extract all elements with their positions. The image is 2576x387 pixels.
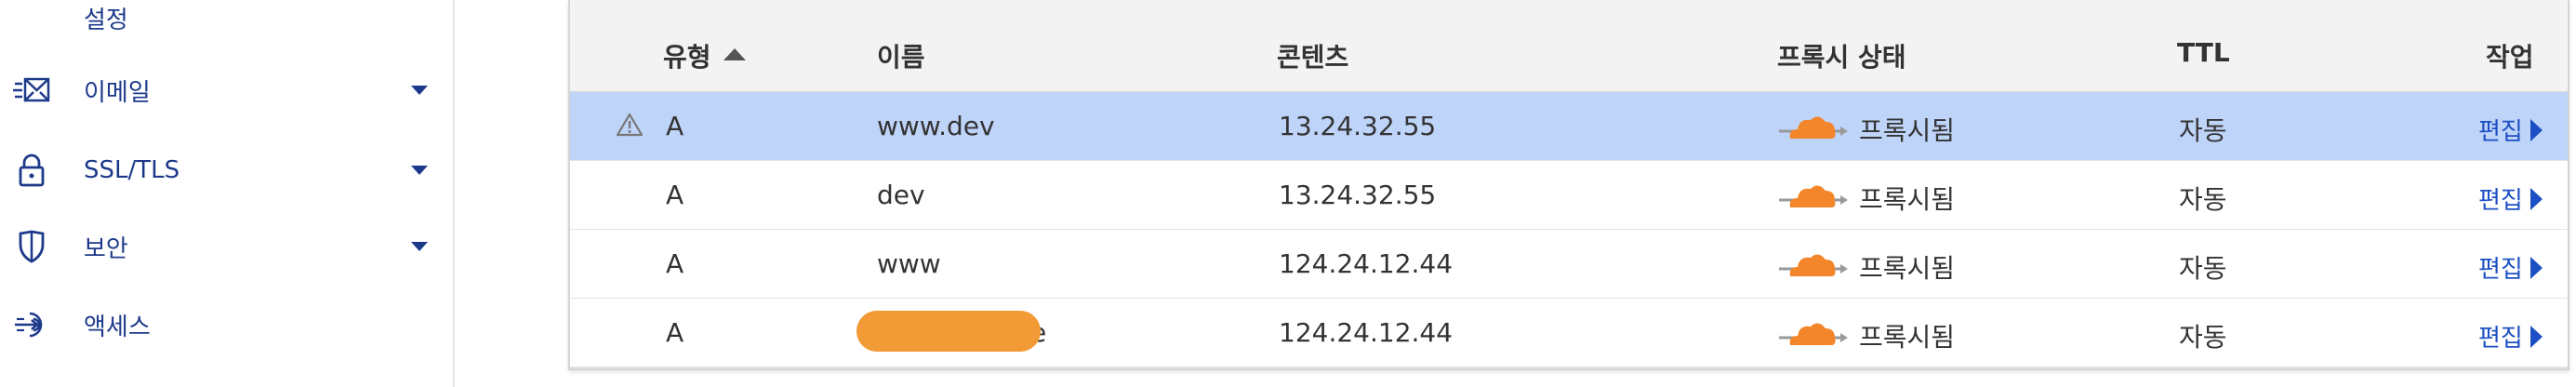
sidebar-item-label: 설정 [84,6,128,34]
table-row[interactable]: A www 124.24.12.44 프록시됨 자동 편집 [570,230,2568,300]
chevron-right-icon [2530,256,2543,279]
record-content: 124.24.12.44 [1279,248,1454,279]
redaction-mark [856,311,1041,352]
edit-label: 편집 [2478,256,2523,284]
record-content: 13.24.32.55 [1279,111,1437,141]
record-type: A [666,180,684,210]
edit-label: 편집 [2478,187,2523,215]
chevron-down-icon[interactable] [411,166,428,175]
sidebar-item-settings[interactable]: 설정 [0,0,453,50]
sidebar-item-access[interactable]: 액세스 [0,292,453,357]
chevron-right-icon [2530,325,2543,348]
record-name: www.dev [877,111,995,141]
column-header-name[interactable]: 이름 [877,42,925,73]
edit-record-button[interactable]: 편집 [2478,113,2543,147]
chevron-down-icon[interactable] [411,242,428,251]
column-header-content[interactable]: 콘텐츠 [1277,42,1349,73]
email-icon [13,72,50,109]
column-header-action: 작업 [2486,42,2534,73]
sidebar-item-label: 액세스 [84,313,151,341]
record-content: 13.24.32.55 [1279,180,1437,210]
table-header: 유형 이름 콘텐츠 프록시 상태 TTL 작업 [570,17,2568,93]
main-content: 유형 이름 콘텐츠 프록시 상태 TTL 작업 A www.dev 13.24.… [455,0,2576,387]
table-toolbar-strip [570,0,2568,17]
record-ttl: 자동 [2179,322,2227,353]
column-header-type[interactable]: 유형 [663,42,711,73]
proxy-status-label: 프록시됨 [1859,184,1956,215]
table-row[interactable]: A www.dev 13.24.32.55 프록시됨 자동 편집 [570,92,2568,162]
sidebar-item-label: 보안 [84,234,128,263]
proxy-status-label: 프록시됨 [1859,253,1956,284]
proxy-status-label: 프록시됨 [1859,115,1956,146]
table-row[interactable]: A e 124.24.12.44 프록시됨 자동 편집 [570,299,2568,368]
record-ttl: 자동 [2179,184,2227,215]
column-header-ttl[interactable]: TTL [2177,37,2230,68]
column-header-proxy-status[interactable]: 프록시 상태 [1777,42,1906,73]
cloud-proxied-icon [1779,116,1848,139]
record-name: dev [877,180,925,210]
sidebar-item-security[interactable]: 보안 [0,214,453,279]
sidebar-item-label: 이메일 [84,78,151,107]
sidebar-item-email[interactable]: 이메일 [0,58,453,123]
record-name: www [877,248,941,279]
cloud-proxied-icon [1779,323,1848,345]
edit-label: 편집 [2478,325,2523,353]
proxy-status-label: 프록시됨 [1859,322,1956,353]
record-content: 124.24.12.44 [1279,317,1454,348]
edit-record-button[interactable]: 편집 [2478,319,2543,354]
record-ttl: 자동 [2179,253,2227,284]
cloud-proxied-icon [1779,185,1848,207]
edit-record-button[interactable]: 편집 [2478,250,2543,285]
lock-icon [13,152,50,189]
sidebar-item-label: SSL/TLS [84,156,180,184]
chevron-right-icon [2530,187,2543,210]
edit-label: 편집 [2478,118,2523,146]
access-icon [13,306,50,343]
record-type: A [666,111,684,141]
cloud-proxied-icon [1779,254,1848,276]
record-type: A [666,248,684,279]
shield-icon [13,228,50,265]
table-row[interactable]: A dev 13.24.32.55 프록시됨 자동 편집 [570,161,2568,231]
record-type: A [666,317,684,348]
chevron-down-icon[interactable] [411,86,428,95]
sort-ascending-icon[interactable] [724,48,746,60]
sidebar: 설정 이메일 SSL/TLS [0,0,455,387]
warning-icon [617,113,643,137]
dns-records-table: 유형 이름 콘텐츠 프록시 상태 TTL 작업 A www.dev 13.24.… [568,0,2569,370]
edit-record-button[interactable]: 편집 [2478,181,2543,216]
chevron-right-icon [2530,118,2543,141]
sidebar-item-ssl-tls[interactable]: SSL/TLS [0,138,453,203]
record-ttl: 자동 [2179,115,2227,146]
